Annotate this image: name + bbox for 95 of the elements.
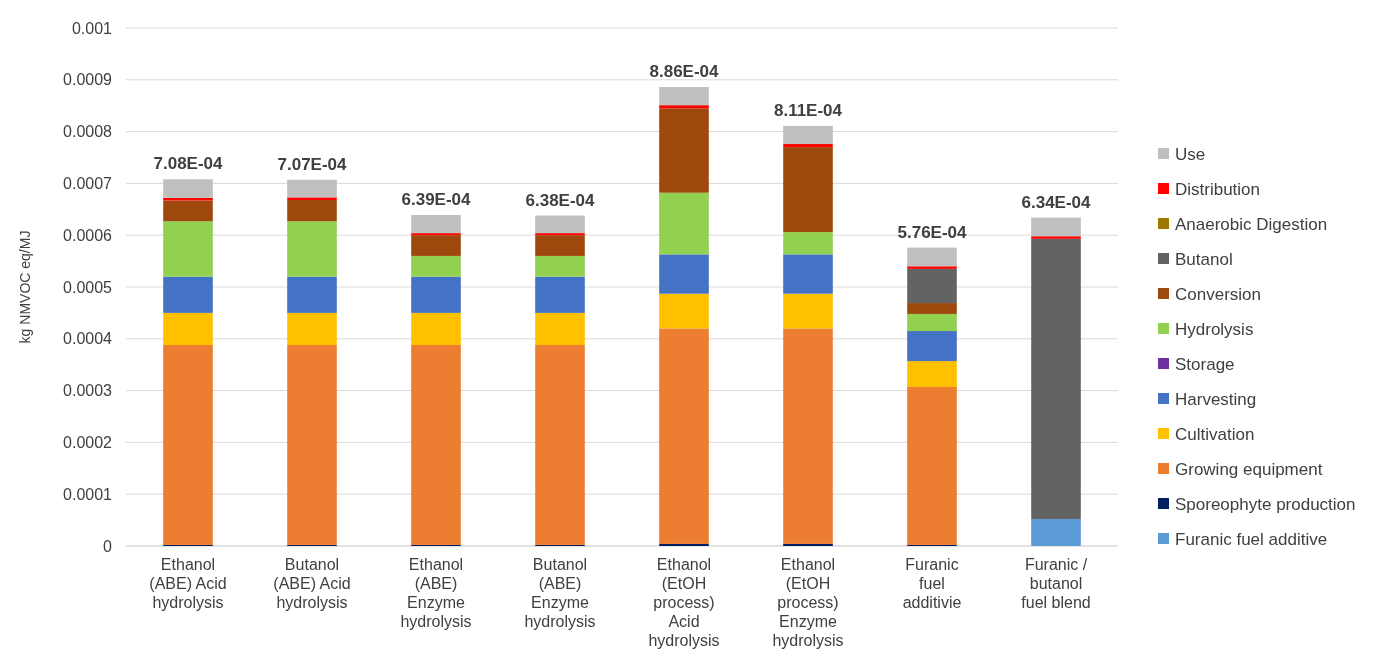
bar <box>659 105 709 109</box>
legend-label: Storage <box>1175 354 1235 374</box>
bar <box>163 221 213 277</box>
bar <box>659 87 709 106</box>
bar <box>659 543 709 546</box>
bar <box>783 144 833 148</box>
x-tick-label: Butanol (ABE) Enzyme hydrolysis <box>524 556 596 630</box>
x-tick-label: Butanol (ABE) Acid hydrolysis <box>273 556 351 611</box>
total-label: 6.34E-04 <box>1021 192 1092 212</box>
bar <box>1031 217 1081 237</box>
bar <box>411 233 461 236</box>
bar <box>783 125 833 145</box>
x-tick-label: Ethanol (ABE) Enzyme hydrolysis <box>400 556 472 630</box>
bar <box>907 303 957 314</box>
total-label: 7.07E-04 <box>277 154 348 174</box>
total-label: 7.08E-04 <box>153 154 224 174</box>
legend-label: Conversion <box>1175 284 1261 304</box>
x-tick-label: Furanic fuel additivie <box>902 556 962 611</box>
bar <box>1031 238 1081 520</box>
y-tick-label: 0.0007 <box>63 175 113 192</box>
bar <box>163 179 213 198</box>
bar <box>287 179 337 198</box>
bar <box>1031 236 1081 239</box>
bar <box>1031 519 1081 546</box>
legend-label: Hydrolysis <box>1175 319 1254 339</box>
bar <box>535 345 585 545</box>
bar <box>535 235 585 256</box>
y-tick-label: 0.001 <box>71 19 113 37</box>
bar <box>907 313 957 332</box>
legend-label: Cultivation <box>1175 424 1255 444</box>
x-tick-label: Ethanol (EtOH process) Enzyme hydrolysis <box>772 556 844 649</box>
bar <box>659 192 709 255</box>
total-label: 6.39E-04 <box>401 190 472 209</box>
legend-label: Butanol <box>1175 249 1233 269</box>
y-tick-label: 0.0006 <box>63 226 113 244</box>
bar <box>287 312 337 346</box>
legend-label: Harvesting <box>1175 389 1257 409</box>
y-tick-label: 0.0008 <box>63 123 113 141</box>
bar <box>907 331 957 362</box>
bar <box>907 247 957 267</box>
y-tick-label: 0.0002 <box>63 434 113 451</box>
legend-label: Use <box>1175 144 1206 164</box>
bar <box>411 312 461 346</box>
bar <box>659 108 709 193</box>
bar <box>535 255 585 277</box>
bar <box>287 197 337 200</box>
legend-label: Growing equipment <box>1175 459 1323 479</box>
bar <box>659 328 709 544</box>
y-tick-label: 0.0003 <box>63 382 113 400</box>
bar <box>783 328 833 544</box>
bar <box>411 215 461 234</box>
total-label: 5.76E-04 <box>897 222 968 242</box>
legend-label: Anaerobic Digestion <box>1175 214 1328 234</box>
bar <box>411 276 461 313</box>
bar <box>783 147 833 233</box>
bar <box>411 235 461 256</box>
bar <box>783 232 833 255</box>
bar <box>535 312 585 346</box>
bar <box>163 312 213 346</box>
bar <box>287 345 337 545</box>
bar <box>907 361 957 387</box>
bar <box>535 215 585 234</box>
bar <box>783 254 833 294</box>
bar <box>535 233 585 236</box>
legend-label: Distribution <box>1175 179 1261 199</box>
y-tick-label: 0.0004 <box>63 330 113 348</box>
y-tick-label: 0.0005 <box>63 278 113 296</box>
x-tick-label: Furanic / butanol fuel blend <box>1021 556 1091 611</box>
legend-label: Sporeophyte production <box>1175 494 1356 514</box>
x-tick-label: Ethanol (EtOH process) Acid hydrolysis <box>648 556 720 649</box>
y-tick-label: 0.0009 <box>63 71 113 89</box>
bar <box>163 345 213 545</box>
legend-label: Furanic fuel additive <box>1175 529 1328 549</box>
bar <box>659 293 709 329</box>
bar <box>783 293 833 329</box>
y-axis-title: kg NMVOC eq/MJ <box>17 230 33 344</box>
bar <box>287 276 337 313</box>
bar <box>659 254 709 294</box>
bar <box>287 199 337 222</box>
bar <box>411 255 461 277</box>
total-label: 8.11E-04 <box>773 100 843 120</box>
x-tick-label: Ethanol (ABE) Acid hydrolysis <box>149 556 227 611</box>
total-label: 8.86E-04 <box>649 62 720 82</box>
bar <box>163 276 213 313</box>
y-tick-label: 0 <box>103 537 113 555</box>
bar <box>287 221 337 277</box>
total-label: 6.38E-04 <box>525 190 596 210</box>
bar <box>783 543 833 546</box>
bar <box>907 386 957 545</box>
bar <box>535 276 585 313</box>
bar <box>163 200 213 222</box>
bar <box>907 268 957 304</box>
bar <box>411 345 461 545</box>
bar <box>907 266 957 269</box>
y-tick-label: 0.0001 <box>63 485 113 503</box>
